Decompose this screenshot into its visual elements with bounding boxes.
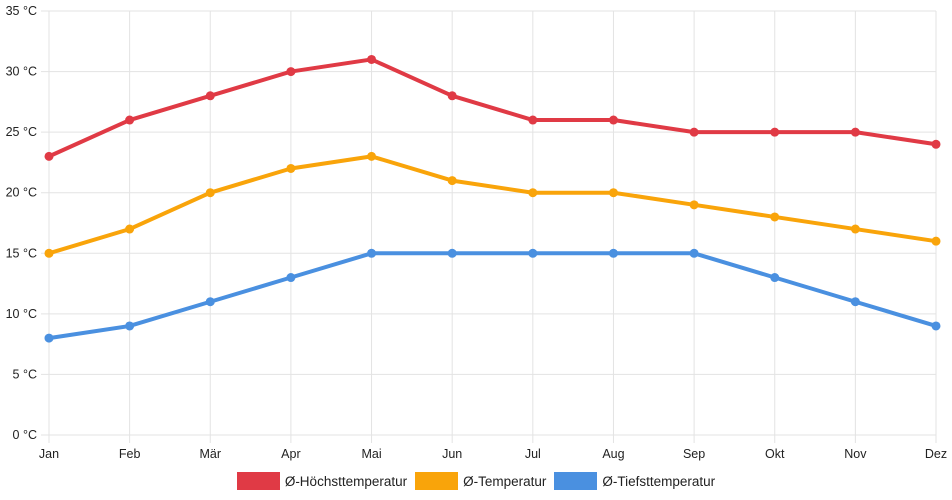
data-point[interactable] [528,188,538,198]
data-point[interactable] [125,224,135,234]
data-point[interactable] [608,115,618,125]
data-point[interactable] [286,163,296,173]
grid [41,10,937,443]
data-point[interactable] [608,248,618,258]
x-tick-label: Feb [119,447,141,461]
data-point[interactable] [205,91,215,101]
data-point[interactable] [608,188,618,198]
data-point[interactable] [528,115,538,125]
legend-item[interactable]: Ø-Höchsttemperatur [236,472,408,490]
y-tick-label: 20 °C [6,186,37,200]
y-tick-label: 30 °C [6,65,37,79]
legend-label: Ø-Tiefsttemperatur [602,473,716,489]
legend-label: Ø-Temperatur [463,473,547,489]
data-point[interactable] [689,200,699,210]
data-point[interactable] [44,333,54,343]
legend: Ø-Höchsttemperatur Ø-Temperatur Ø-Tiefstte… [0,472,952,490]
data-point[interactable] [286,67,296,77]
series-line [47,251,938,341]
data-point[interactable] [125,321,135,331]
data-point[interactable] [367,248,377,258]
data-point[interactable] [447,176,457,186]
y-tick-label: 5 °C [13,367,37,381]
data-point[interactable] [44,248,54,258]
data-point[interactable] [447,248,457,258]
data-point[interactable] [931,139,941,149]
y-tick-label: 15 °C [6,246,37,260]
legend-label: Ø-Höchsttemperatur [284,473,408,489]
x-tick-label: Nov [844,447,867,461]
x-tick-label: Jun [442,447,462,461]
x-tick-label: Apr [281,447,300,461]
y-tick-label: 10 °C [6,307,37,321]
data-point[interactable] [850,127,860,137]
data-point[interactable] [205,188,215,198]
data-point[interactable] [931,236,941,246]
y-tick-label: 25 °C [6,125,37,139]
series-line [47,154,938,256]
y-tick-label: 35 °C [6,4,37,18]
legend-swatch [415,472,459,490]
data-point[interactable] [125,115,135,125]
x-tick-label: Jul [525,447,541,461]
data-point[interactable] [205,297,215,307]
legend-swatch [236,472,280,490]
legend-item[interactable]: Ø-Temperatur [415,472,546,490]
data-point[interactable] [931,321,941,331]
x-tick-label: Sep [683,447,705,461]
data-point[interactable] [770,212,780,222]
data-point[interactable] [528,248,538,258]
x-tick-label: Mai [361,447,381,461]
data-point[interactable] [367,151,377,161]
legend-swatch [554,472,598,490]
data-point[interactable] [689,127,699,137]
series [44,54,941,343]
data-point[interactable] [850,224,860,234]
x-tick-label: Aug [602,447,624,461]
data-point[interactable] [689,248,699,258]
data-point[interactable] [447,91,457,101]
data-point[interactable] [367,54,377,64]
data-point[interactable] [850,297,860,307]
data-point[interactable] [44,151,54,161]
line-chart: 0 °C 5 °C 10 °C 15 °C 20 °C 25 °C 30 °C 35 °C J… [6,4,948,461]
x-tick-label: Jan [39,447,59,461]
data-point[interactable] [286,273,296,283]
data-point[interactable] [770,127,780,137]
x-tick-label: Dez [925,447,947,461]
series-line [47,57,938,159]
y-tick-label: 0 °C [13,428,37,442]
y-axis: 0 °C 5 °C 10 °C 15 °C 20 °C 25 °C 30 °C 35 °C [6,4,37,442]
x-tick-label: Mär [200,447,222,461]
legend-item[interactable]: Ø-Tiefsttemperatur [554,472,715,490]
x-axis: Jan Feb Mär Apr Mai Jun Jul Aug Sep Okt Nov Dez [39,447,947,461]
x-tick-label: Okt [765,447,785,461]
data-point[interactable] [770,273,780,283]
